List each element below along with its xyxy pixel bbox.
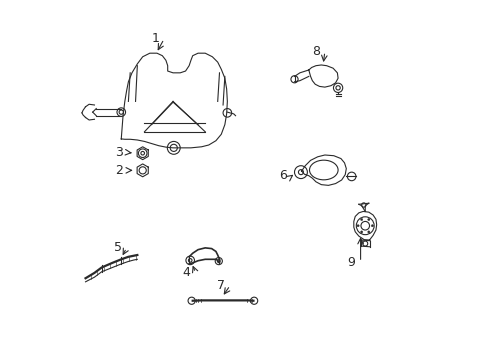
- Text: 8: 8: [311, 45, 319, 58]
- Text: 4: 4: [183, 266, 190, 279]
- Circle shape: [356, 225, 358, 227]
- Text: 3: 3: [115, 146, 122, 159]
- Circle shape: [367, 219, 369, 221]
- Circle shape: [367, 231, 369, 233]
- Text: 1: 1: [151, 32, 159, 45]
- Text: 7: 7: [217, 279, 225, 292]
- Circle shape: [360, 231, 362, 233]
- Text: 5: 5: [113, 241, 122, 255]
- Text: 2: 2: [115, 164, 122, 177]
- Circle shape: [360, 219, 362, 221]
- Circle shape: [370, 225, 373, 227]
- Text: 9: 9: [347, 256, 355, 269]
- Text: 6: 6: [279, 169, 286, 182]
